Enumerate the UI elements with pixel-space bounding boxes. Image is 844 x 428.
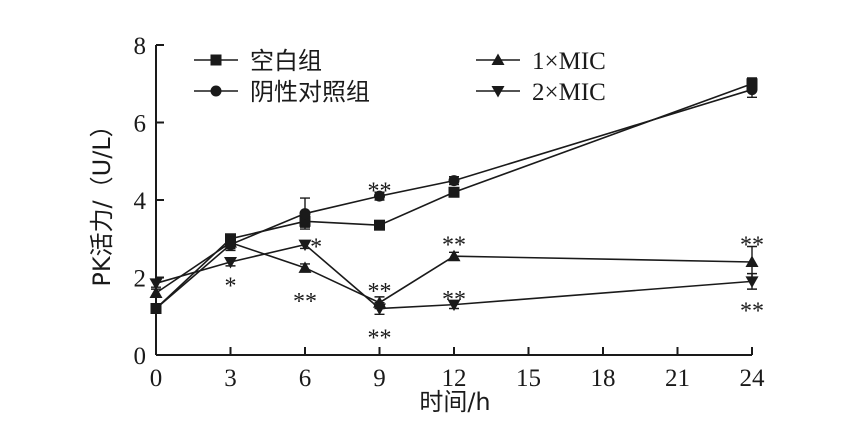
annotation-0: * (225, 273, 237, 299)
x-tick-label-2: 6 (299, 365, 312, 392)
legend-item-1: 阴性对照组 (194, 78, 370, 106)
series-3-point-2 (298, 239, 312, 252)
x-axis-label: 时间/h (419, 388, 490, 416)
series-3-point-3 (373, 303, 386, 315)
x-tick-label-1: 3 (224, 365, 237, 392)
series-2-point-4 (447, 249, 461, 262)
series-1-point-2 (299, 208, 311, 220)
annotation-2: * (310, 235, 322, 261)
annotation-4: ** (368, 279, 392, 305)
series-2-point-1 (224, 236, 237, 248)
series-2-point-5 (745, 255, 759, 267)
series-3-point-4 (447, 299, 461, 312)
series-layer (149, 77, 759, 316)
x-tick-label-5: 15 (516, 365, 541, 392)
y-tick-label-1: 2 (134, 266, 147, 293)
x-ticks: 0 3 6 9 12 15 18 21 24 (150, 347, 765, 392)
x-tick-label-3: 9 (373, 365, 386, 392)
x-tick-label-6: 18 (591, 365, 616, 392)
legend-marker-2 (491, 53, 505, 65)
series-2-point-2 (298, 261, 312, 273)
annotation-5: ** (368, 326, 392, 352)
series-2-line (155, 241, 753, 304)
annotation-9: ** (740, 299, 764, 325)
series-3 (149, 239, 759, 316)
series-0 (150, 77, 758, 314)
y-ticks: 0 2 4 6 8 (134, 33, 164, 370)
x-tick-label-0: 0 (150, 365, 163, 392)
legend-marker-0 (210, 54, 222, 66)
x-tick-label-4: 12 (442, 365, 467, 392)
series-1-point-0 (150, 303, 162, 314)
annotation-3: ** (368, 178, 392, 204)
legend-item-2: 1×MIC (476, 48, 606, 75)
legend-item-0: 空白组 (194, 47, 322, 75)
annotation-8: ** (740, 233, 764, 259)
series-3-point-5 (745, 276, 759, 288)
y-axis-label: PK活力/（U/L） (88, 113, 116, 286)
series-2-point-0 (149, 286, 163, 298)
annotation-7: ** (442, 287, 466, 313)
legend-label-1: 阴性对照组 (250, 78, 370, 106)
annotations: ****************** (225, 178, 765, 351)
series-0-point-3 (374, 219, 385, 231)
y-tick-label-4: 8 (134, 33, 147, 60)
series-1-point-5 (746, 84, 758, 96)
series-3-line (155, 243, 753, 310)
y-tick-label-0: 0 (134, 343, 147, 370)
annotation-6: ** (442, 233, 466, 259)
series-1-point-3 (374, 190, 385, 202)
series-1-line (155, 88, 753, 310)
series-1-point-4 (448, 175, 460, 187)
legend-label-3: 2×MIC (532, 79, 606, 106)
series-3-point-1 (224, 257, 237, 269)
y-tick-label-2: 4 (134, 188, 147, 215)
legend-item-3: 2×MIC (476, 79, 606, 106)
x-tick-label-7: 21 (665, 365, 690, 392)
series-3-point-0 (149, 278, 163, 290)
legend-label-0: 空白组 (250, 47, 322, 75)
legend-marker-1 (210, 85, 222, 97)
legend-marker-3 (491, 86, 505, 98)
annotation-1: ** (293, 289, 317, 315)
x-tick-label-8: 24 (740, 365, 766, 392)
series-1 (150, 81, 758, 314)
series-0-point-4 (448, 186, 460, 198)
legend-label-2: 1×MIC (532, 48, 606, 75)
y-tick-label-3: 6 (134, 111, 147, 138)
